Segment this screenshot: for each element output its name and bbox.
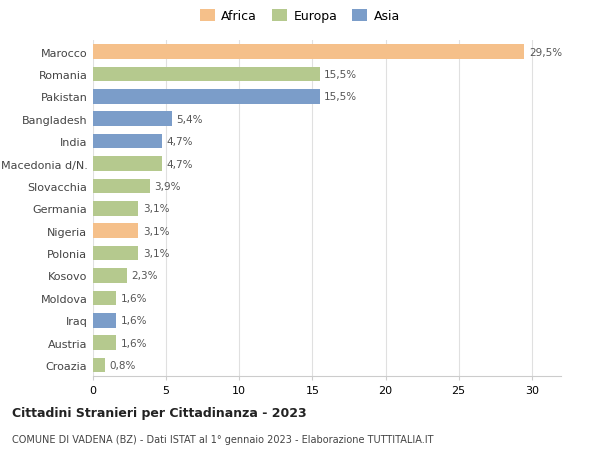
Text: 2,3%: 2,3% xyxy=(131,271,158,281)
Text: COMUNE DI VADENA (BZ) - Dati ISTAT al 1° gennaio 2023 - Elaborazione TUTTITALIA.: COMUNE DI VADENA (BZ) - Dati ISTAT al 1°… xyxy=(12,434,433,444)
Text: 3,9%: 3,9% xyxy=(154,181,181,191)
Text: 3,1%: 3,1% xyxy=(143,226,169,236)
Bar xyxy=(93,224,139,238)
Bar xyxy=(93,157,162,171)
Bar xyxy=(93,179,150,194)
Bar xyxy=(93,67,320,82)
Text: 15,5%: 15,5% xyxy=(324,92,357,102)
Bar xyxy=(93,90,320,104)
Bar xyxy=(93,313,116,328)
Bar xyxy=(93,246,139,261)
Bar xyxy=(93,336,116,350)
Bar xyxy=(93,291,116,305)
Text: 4,7%: 4,7% xyxy=(166,137,193,147)
Text: 3,1%: 3,1% xyxy=(143,248,169,258)
Text: 1,6%: 1,6% xyxy=(121,315,147,325)
Bar xyxy=(93,112,172,127)
Bar xyxy=(93,134,162,149)
Text: 29,5%: 29,5% xyxy=(529,47,562,57)
Text: 1,6%: 1,6% xyxy=(121,293,147,303)
Bar xyxy=(93,269,127,283)
Text: 3,1%: 3,1% xyxy=(143,204,169,214)
Text: 0,8%: 0,8% xyxy=(109,360,136,370)
Bar xyxy=(93,202,139,216)
Text: 5,4%: 5,4% xyxy=(176,114,203,124)
Text: Cittadini Stranieri per Cittadinanza - 2023: Cittadini Stranieri per Cittadinanza - 2… xyxy=(12,406,307,419)
Text: 15,5%: 15,5% xyxy=(324,70,357,80)
Bar xyxy=(93,358,105,372)
Text: 1,6%: 1,6% xyxy=(121,338,147,348)
Text: 4,7%: 4,7% xyxy=(166,159,193,169)
Bar xyxy=(93,45,524,60)
Legend: Africa, Europa, Asia: Africa, Europa, Asia xyxy=(196,6,404,27)
